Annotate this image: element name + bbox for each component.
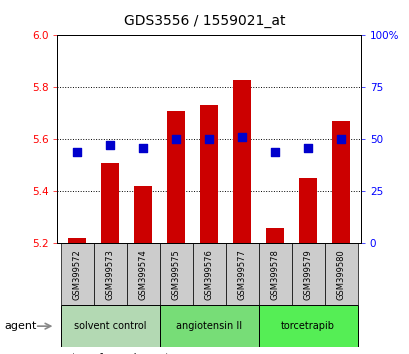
Bar	[324, 243, 357, 306]
Text: GSM399572: GSM399572	[72, 249, 81, 299]
Text: GSM399580: GSM399580	[336, 249, 345, 299]
Point	[238, 134, 245, 140]
Point	[74, 149, 80, 155]
Point	[107, 143, 113, 148]
Text: transformed count: transformed count	[72, 353, 169, 354]
Text: GSM399577: GSM399577	[237, 249, 246, 300]
Text: GSM399579: GSM399579	[303, 249, 312, 299]
Bar	[331, 121, 349, 243]
Point	[173, 136, 179, 142]
Bar	[258, 306, 357, 347]
Text: angiotensin II: angiotensin II	[175, 321, 242, 331]
Text: GSM399574: GSM399574	[138, 249, 147, 299]
Bar	[200, 105, 218, 243]
Text: GSM399573: GSM399573	[106, 249, 115, 300]
Bar	[192, 243, 225, 306]
Bar	[232, 80, 251, 243]
Bar	[225, 243, 258, 306]
Text: GDS3556 / 1559021_at: GDS3556 / 1559021_at	[124, 14, 285, 28]
Point	[271, 149, 278, 155]
Bar	[298, 178, 316, 243]
Bar	[101, 162, 119, 243]
Point	[304, 145, 310, 150]
Bar	[291, 243, 324, 306]
Text: ■: ■	[57, 353, 67, 354]
Bar	[126, 243, 159, 306]
Point	[205, 136, 212, 142]
Bar	[134, 186, 152, 243]
Text: GSM399575: GSM399575	[171, 249, 180, 299]
Bar	[61, 306, 159, 347]
Bar	[258, 243, 291, 306]
Bar	[68, 238, 86, 243]
Bar	[166, 111, 185, 243]
Point	[139, 145, 146, 150]
Bar	[265, 228, 283, 243]
Text: agent: agent	[4, 321, 36, 331]
Bar	[61, 243, 93, 306]
Bar	[93, 243, 126, 306]
Point	[337, 136, 344, 142]
Bar	[159, 306, 258, 347]
Text: GSM399578: GSM399578	[270, 249, 279, 300]
Text: GSM399576: GSM399576	[204, 249, 213, 300]
Bar	[159, 243, 192, 306]
Text: torcetrapib: torcetrapib	[280, 321, 334, 331]
Text: solvent control: solvent control	[74, 321, 146, 331]
